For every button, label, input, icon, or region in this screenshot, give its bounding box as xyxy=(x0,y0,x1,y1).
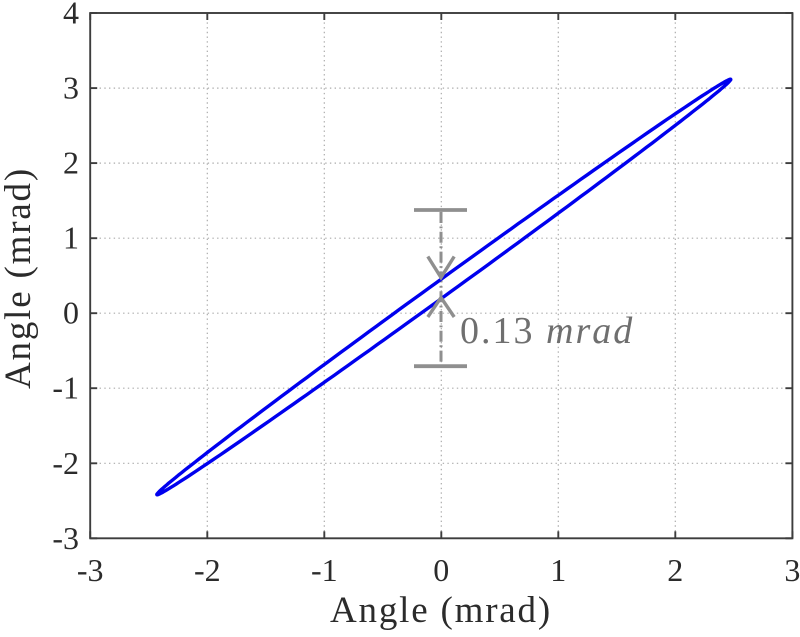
svg-text:0.13 mrad: 0.13 mrad xyxy=(460,310,634,352)
svg-text:-1: -1 xyxy=(311,552,338,588)
svg-text:3: 3 xyxy=(63,70,79,106)
svg-text:2: 2 xyxy=(63,145,79,181)
svg-text:-2: -2 xyxy=(52,445,79,481)
svg-text:0: 0 xyxy=(63,295,79,331)
svg-text:Angle (mrad): Angle (mrad) xyxy=(330,590,552,631)
svg-text:0: 0 xyxy=(433,552,449,588)
svg-text:2: 2 xyxy=(667,552,683,588)
svg-text:-2: -2 xyxy=(194,552,221,588)
svg-text:Angle (mrad): Angle (mrad) xyxy=(0,167,39,389)
svg-text:4: 4 xyxy=(63,0,79,31)
svg-text:-3: -3 xyxy=(77,552,104,588)
svg-text:-1: -1 xyxy=(52,370,79,406)
svg-text:1: 1 xyxy=(63,220,79,256)
svg-text:-3: -3 xyxy=(52,520,79,556)
svg-text:3: 3 xyxy=(784,552,800,588)
svg-text:1: 1 xyxy=(550,552,566,588)
